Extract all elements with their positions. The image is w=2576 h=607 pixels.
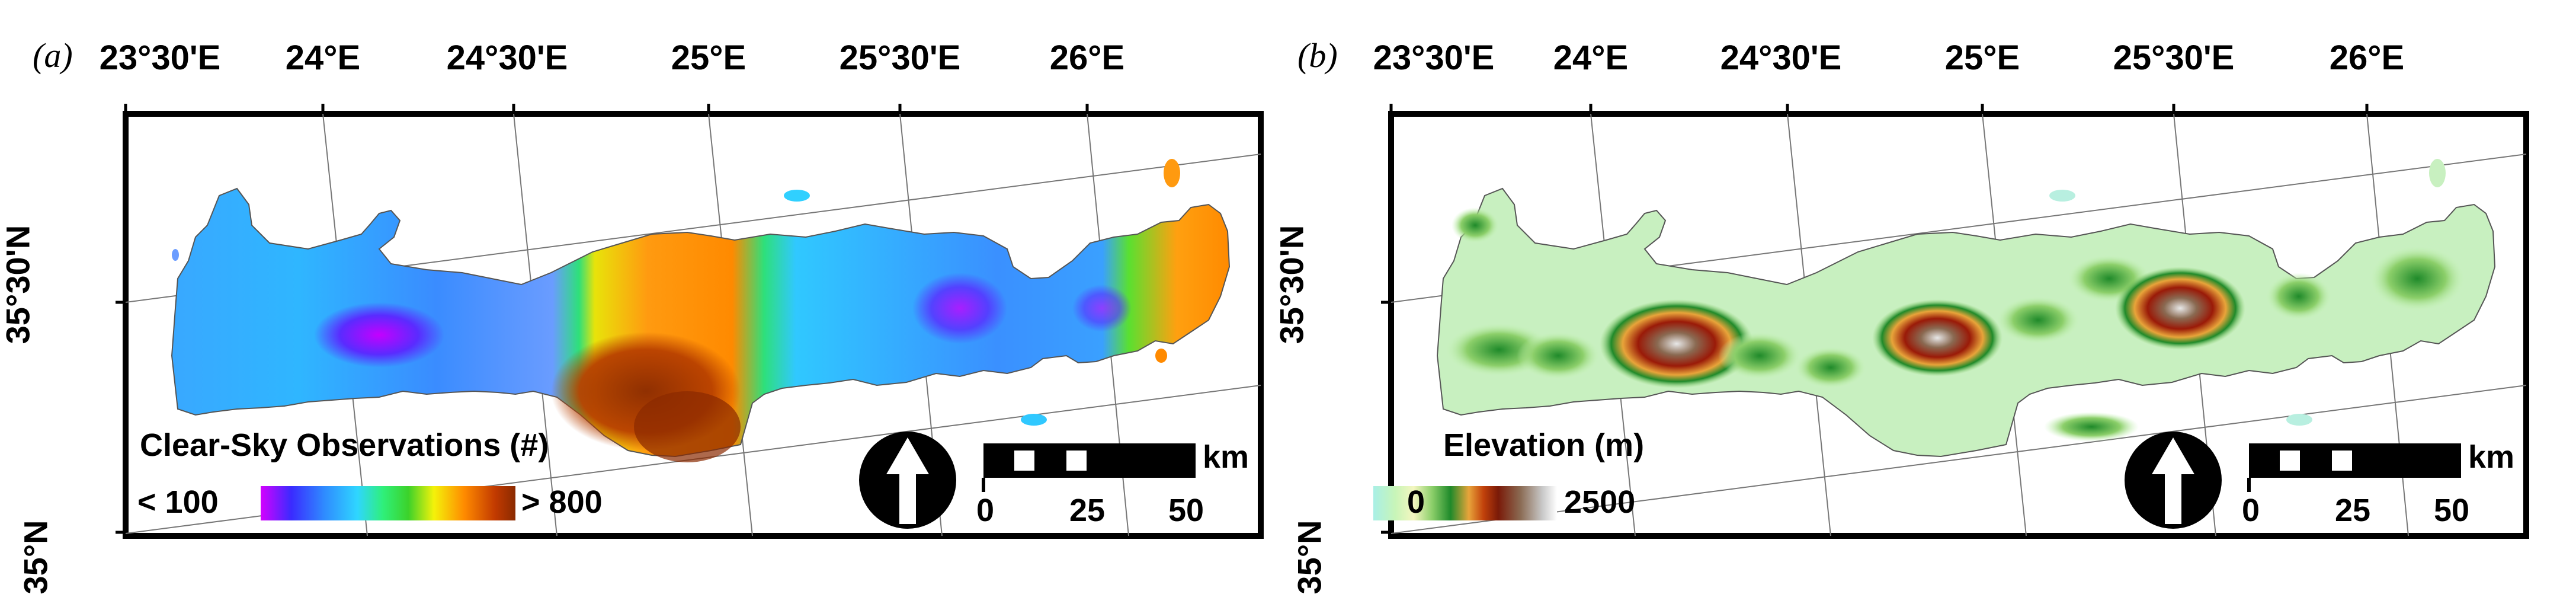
lon-tick-label: 26°E <box>2329 39 2405 77</box>
lon-tick-label: 24°30'E <box>1720 39 1842 77</box>
lon-tick-label: 24°30'E <box>446 39 568 77</box>
scale-unit: km <box>2468 439 2515 475</box>
lat-ticks <box>1381 301 1391 534</box>
lon-tick-label: 25°30'E <box>2113 39 2235 77</box>
map-canvas <box>1373 104 2529 539</box>
lon-ticks <box>1389 104 2369 114</box>
scale-tick-0: 0 <box>976 493 995 528</box>
map-panel-clear-sky: (a) 23°30'E 24°E 24°30'E 25°E 25°30'E 26… <box>0 0 1274 607</box>
colorbar <box>261 486 515 520</box>
legend-max-label: 2500 <box>1564 484 1636 520</box>
lon-tick-label: 23°30'E <box>1373 39 1495 77</box>
legend-title: Elevation (m) <box>1443 427 1645 463</box>
map-canvas <box>116 104 1264 539</box>
lon-tick-label: 25°30'E <box>839 39 961 77</box>
map-frame <box>1388 111 2529 539</box>
lon-tick-label: 26°E <box>1049 39 1125 77</box>
legend-max-label: > 800 <box>521 484 603 520</box>
scale-tick-50: 50 <box>2434 493 2470 528</box>
scale-tick-25: 25 <box>1069 493 1106 528</box>
scale-bar <box>982 443 1196 492</box>
north-arrow-icon <box>2125 432 2222 529</box>
lat-ticks <box>116 301 126 534</box>
map-frame <box>123 111 1264 539</box>
scale-tick-25: 25 <box>2335 493 2371 528</box>
panel-letter: (b) <box>1297 36 1338 75</box>
scale-unit: km <box>1203 439 1249 475</box>
legend-min-label: 0 <box>1407 484 1425 520</box>
colorbar <box>1373 486 1557 520</box>
lon-tick-label: 25°E <box>671 39 746 77</box>
scale-bar <box>2247 443 2461 492</box>
scale-tick-50: 50 <box>1168 493 1204 528</box>
panel-letter: (a) <box>33 36 73 75</box>
north-arrow-icon <box>859 432 956 529</box>
legend-min-label: < 100 <box>137 484 219 520</box>
lon-ticks <box>124 104 1089 114</box>
map-panel-elevation: (b) 23°30'E 24°E 24°30'E 25°E 25°30'E 26… <box>1273 0 2548 607</box>
lon-tick-label: 23°30'E <box>99 39 221 77</box>
legend-title: Clear-Sky Observations (#) <box>140 427 549 463</box>
lon-tick-label: 24°E <box>285 39 361 77</box>
lon-tick-label: 24°E <box>1553 39 1629 77</box>
lon-tick-label: 25°E <box>1944 39 2020 77</box>
scale-tick-0: 0 <box>2242 493 2260 528</box>
